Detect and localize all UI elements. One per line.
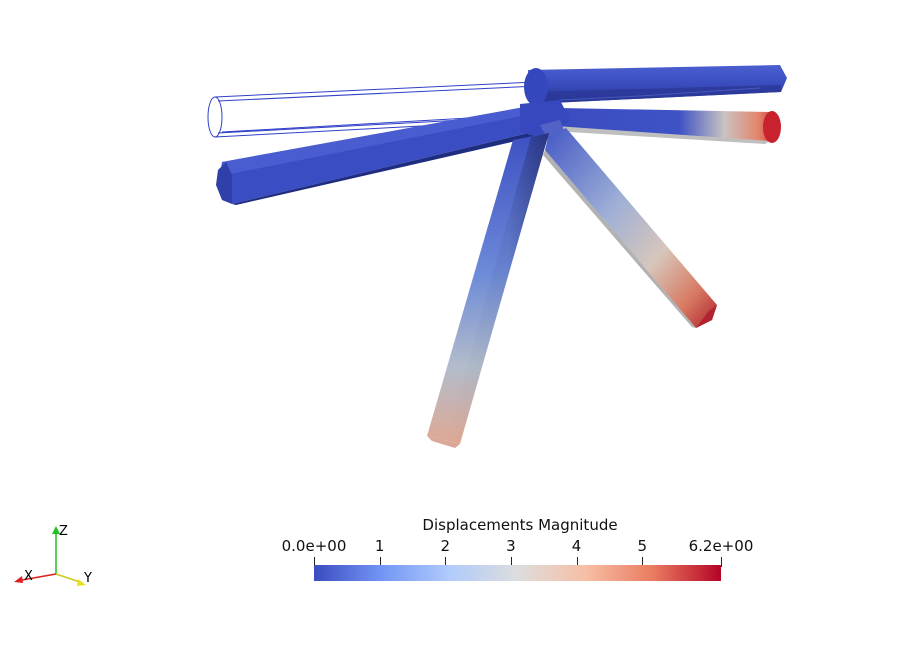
- colorbar-tick-mark: [314, 557, 315, 567]
- y-axis-label: Y: [84, 571, 92, 586]
- colorbar-tick-mark: [445, 557, 447, 567]
- colorbar-title: Displacements Magnitude: [422, 516, 618, 534]
- orientation-axes: Z X Y: [10, 520, 100, 590]
- y-axis-arrow: [77, 579, 86, 586]
- colorbar-tick-mark: [721, 557, 722, 567]
- colorbar-tick-mark: [510, 557, 512, 567]
- colorbar-tick-labels: 0.0e+00 1 2 3 4 5 6.2e+00: [280, 537, 760, 557]
- colorbar-tick-label: 4: [571, 537, 582, 555]
- member-top[interactable]: [524, 65, 787, 106]
- colorbar-tick-mark: [379, 557, 381, 567]
- x-axis-label: X: [24, 569, 33, 584]
- y-axis-line: [55, 573, 81, 583]
- colorbar-gradient: [314, 565, 721, 581]
- x-axis-arrow: [14, 576, 23, 583]
- colorbar-tick-label: 2: [440, 537, 451, 555]
- colorbar-tick-mark: [642, 557, 644, 567]
- member-diagonal[interactable]: [543, 128, 717, 328]
- member-downward[interactable]: [427, 133, 549, 448]
- colorbar-tick-mark: [576, 557, 578, 567]
- member-back-right[interactable]: [553, 108, 781, 144]
- colorbar-ticks: [280, 557, 760, 567]
- colorbar-tick-label: 0.0e+00: [281, 537, 347, 555]
- z-axis-arrow: [52, 526, 60, 534]
- colorbar-tick-label: 1: [374, 537, 385, 555]
- z-axis-label: Z: [59, 524, 68, 539]
- member-left[interactable]: [216, 106, 545, 205]
- colorbar-tick-label: 5: [637, 537, 647, 555]
- colorbar-tick-label: 6.2e+00: [688, 537, 754, 555]
- colorbar-tick-label: 3: [506, 537, 516, 555]
- color-legend[interactable]: Displacements Magnitude 0.0e+00 1 2 3 4 5 6.2e…: [280, 515, 760, 590]
- x-axis-line: [21, 573, 57, 581]
